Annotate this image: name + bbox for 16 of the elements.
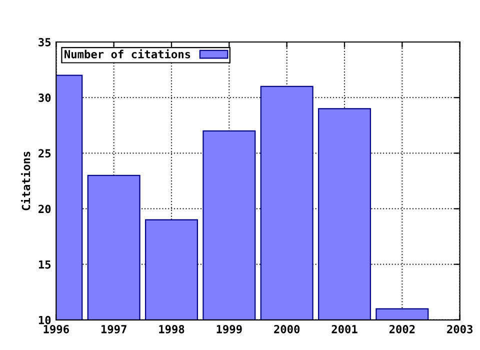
- y-tick-label: 15: [38, 260, 51, 269]
- x-tick-label: 1999: [216, 325, 242, 334]
- x-tick-label: 2003: [447, 324, 472, 334]
- x-tick-label: 2000: [274, 324, 300, 334]
- x-tick-label: 2002: [389, 324, 415, 334]
- y-tick-label: 10: [38, 316, 51, 324]
- legend-label: Number of citations: [64, 49, 190, 58]
- x-tick-label: 1996: [44, 324, 69, 334]
- y-tick-label: 35: [38, 38, 51, 46]
- x-tick-label: 1998: [159, 324, 184, 334]
- x-tick-label: 1997: [101, 325, 126, 334]
- y-tick-label: 20: [38, 204, 51, 214]
- y-tick-label: 30: [38, 94, 51, 102]
- y-axis-title: Citations: [21, 152, 30, 210]
- y-tick-label: 25: [38, 149, 51, 158]
- x-tick-label: 2001: [332, 324, 358, 334]
